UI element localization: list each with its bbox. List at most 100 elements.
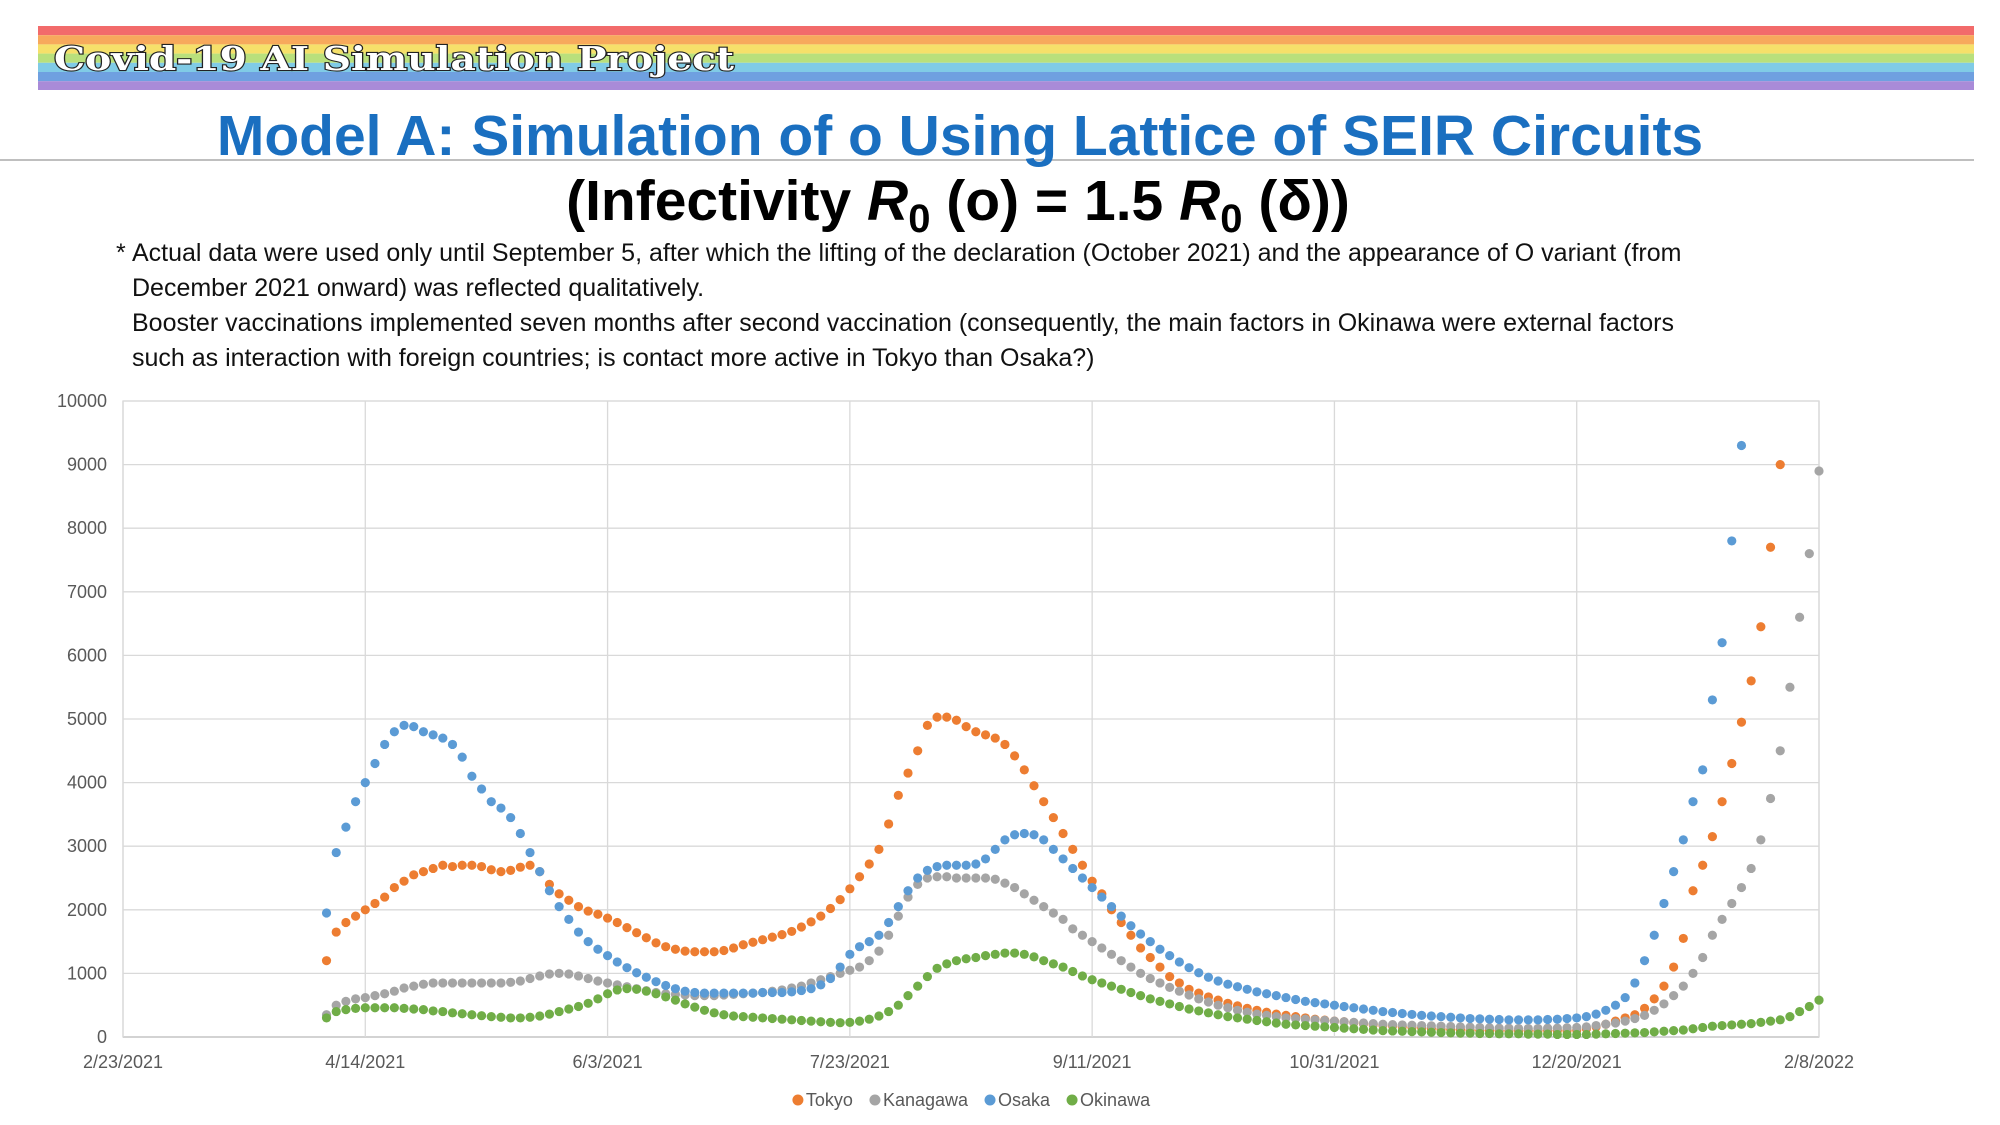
point [1581, 1012, 1592, 1022]
point [1339, 1001, 1349, 1012]
point [389, 882, 399, 893]
point [1339, 1017, 1349, 1027]
point [1358, 1018, 1369, 1028]
point [1310, 1015, 1320, 1025]
point [1659, 898, 1669, 909]
point [1155, 944, 1165, 954]
point [399, 720, 409, 730]
point [1552, 1029, 1562, 1040]
point [418, 867, 429, 877]
point [1242, 984, 1252, 994]
point [1271, 991, 1281, 1001]
point [651, 938, 661, 948]
point [399, 983, 409, 993]
point [1320, 999, 1330, 1009]
point [942, 860, 952, 870]
point [1213, 1000, 1223, 1010]
point [1320, 1015, 1330, 1026]
point [1572, 1013, 1582, 1023]
point [670, 995, 681, 1005]
point [496, 978, 506, 988]
point [1203, 1008, 1214, 1018]
point [399, 1003, 409, 1013]
y-tick-label: 9000 [67, 455, 107, 475]
point [1252, 1015, 1262, 1026]
point [767, 987, 777, 998]
point [1417, 1020, 1427, 1031]
point [1669, 867, 1679, 877]
point [573, 1001, 584, 1012]
point [1029, 781, 1039, 791]
point [1349, 1024, 1359, 1034]
point [1000, 835, 1010, 845]
point [428, 863, 438, 874]
point [350, 1003, 361, 1013]
point [942, 712, 952, 722]
point [380, 892, 390, 902]
point [564, 1004, 574, 1014]
point [777, 1014, 787, 1024]
point [1271, 1012, 1281, 1022]
point [1126, 930, 1136, 940]
point [447, 1008, 458, 1018]
point [1077, 873, 1088, 883]
y-tick-label: 3000 [67, 836, 107, 856]
point [447, 739, 458, 750]
point [409, 1004, 419, 1014]
point [1523, 1029, 1533, 1039]
point [1136, 929, 1146, 939]
point [1106, 902, 1117, 912]
point [874, 946, 884, 956]
point [1165, 950, 1175, 961]
legend-swatch [869, 1094, 881, 1106]
point [1048, 812, 1058, 823]
point [1077, 860, 1088, 870]
point [476, 784, 487, 794]
point [971, 727, 981, 737]
point [1475, 1014, 1485, 1024]
point [1261, 1010, 1272, 1020]
point [564, 914, 574, 924]
point [554, 889, 564, 899]
point [806, 1016, 816, 1026]
point [1727, 898, 1737, 909]
point [670, 984, 681, 994]
point [1058, 914, 1068, 924]
point [360, 992, 370, 1003]
point [438, 860, 448, 870]
point [496, 867, 506, 877]
point [690, 987, 700, 998]
point [1736, 882, 1747, 893]
point [1436, 1012, 1446, 1022]
point [1765, 1016, 1776, 1026]
point [467, 771, 477, 781]
point [1688, 797, 1698, 807]
x-tick-label: 2/8/2022 [1784, 1052, 1854, 1072]
point [961, 954, 971, 964]
series [321, 460, 1785, 1036]
legend-label: Tokyo [806, 1090, 853, 1110]
point [699, 947, 710, 957]
point [1397, 1026, 1407, 1036]
subtitle-part: R [1179, 169, 1220, 233]
point [874, 844, 884, 854]
point [1194, 1006, 1204, 1016]
point [1475, 1028, 1485, 1039]
point [1727, 536, 1737, 546]
point [777, 930, 787, 940]
point [1397, 1008, 1407, 1019]
point [476, 861, 487, 872]
note-line: Actual data were used only until Septemb… [132, 239, 1682, 267]
point [1184, 1004, 1194, 1014]
point [884, 930, 894, 940]
point [476, 1011, 487, 1021]
point [1601, 1029, 1611, 1039]
point [1368, 1005, 1378, 1015]
point [1223, 1012, 1233, 1022]
point [418, 1005, 429, 1015]
point [1756, 622, 1766, 632]
point [913, 981, 923, 991]
point [816, 1017, 826, 1027]
point [1329, 1016, 1340, 1026]
point [884, 917, 894, 928]
